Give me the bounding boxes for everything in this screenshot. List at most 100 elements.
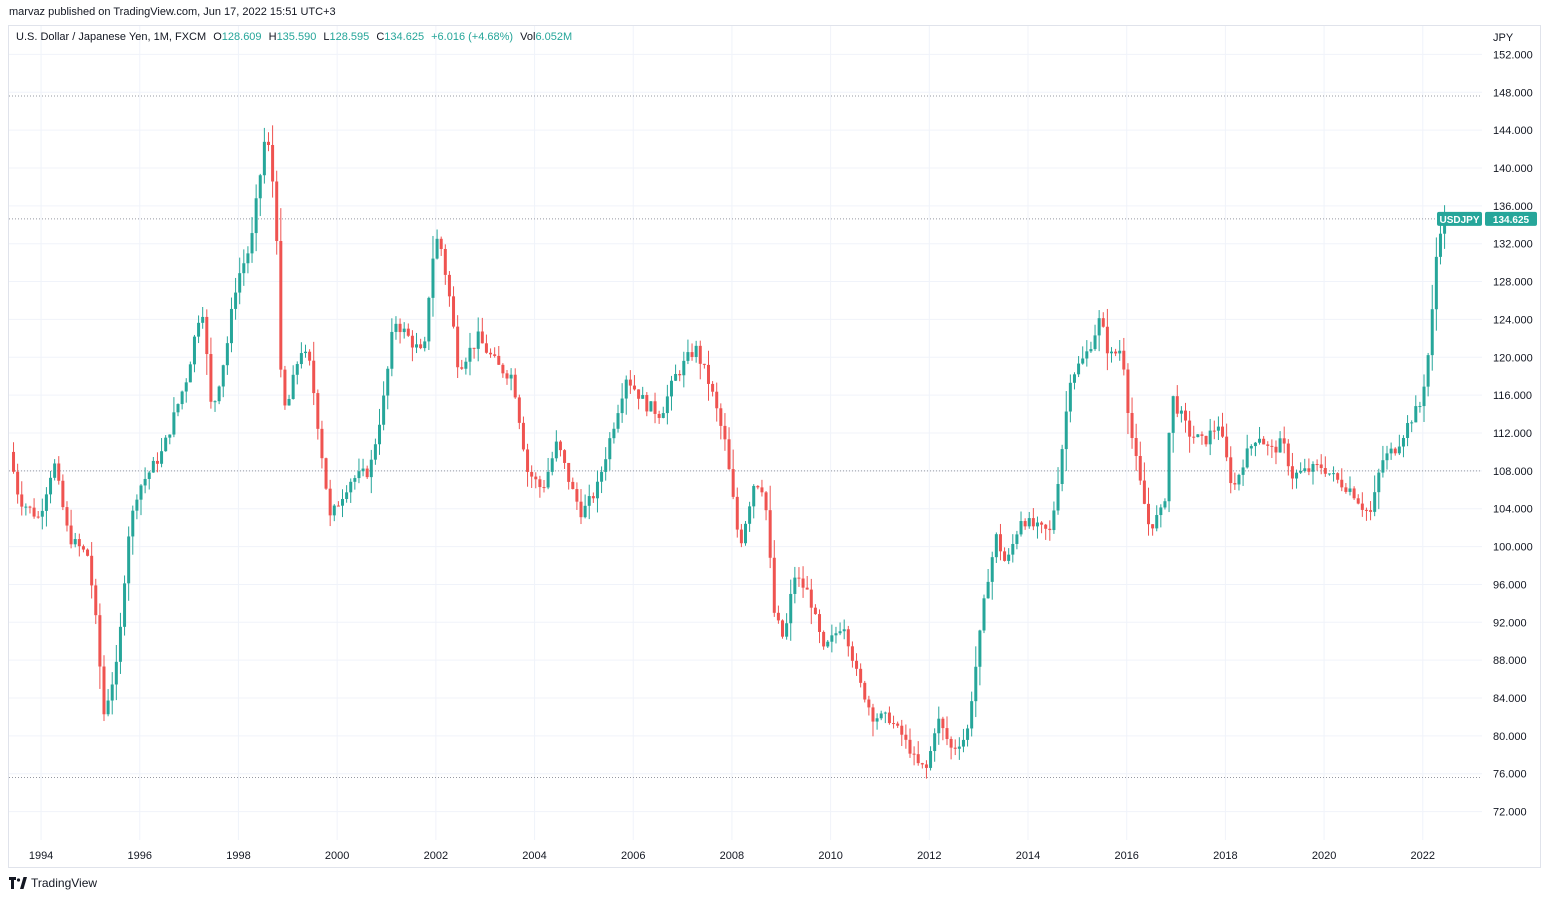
low-value: 128.595 [329, 31, 370, 43]
candle-body [77, 539, 81, 547]
candle-body [332, 505, 336, 516]
candle-body [197, 322, 201, 337]
candle-body [406, 328, 410, 336]
candle-body [98, 615, 102, 667]
candle-body [65, 507, 69, 526]
candle-body [209, 354, 213, 402]
candle-body [20, 494, 24, 507]
candle-body [480, 331, 484, 344]
candle-body [320, 428, 324, 459]
candle-body [628, 379, 632, 386]
candle-body [127, 536, 131, 584]
candle-body [661, 413, 665, 418]
candle-body [813, 607, 817, 615]
candle-body [1072, 374, 1076, 383]
candle-body [308, 351, 312, 361]
candle-body [723, 425, 727, 440]
candle-body [748, 506, 752, 524]
candle-body [929, 751, 933, 768]
candle-body [604, 459, 608, 472]
candle-body [1397, 446, 1401, 454]
year-tick-label: 2022 [1411, 850, 1435, 862]
candle-body [443, 248, 447, 275]
low-label: L [323, 31, 330, 43]
candle-body [180, 391, 184, 405]
candle-body [674, 373, 678, 381]
candle-body [1216, 426, 1220, 431]
candle-body [361, 468, 365, 472]
candle-body [86, 549, 90, 556]
volume-label: Vol [520, 31, 536, 43]
candle-body [509, 374, 513, 379]
candle-body [678, 373, 682, 376]
candle-body [213, 401, 217, 403]
candle-body [1401, 437, 1405, 447]
time-axis: 1994 1996 1998 2000 2002 2004 2006 2008 2010 2012… [29, 850, 1435, 862]
candle-body [863, 682, 867, 700]
candle-body [920, 763, 924, 765]
candle-body [1385, 453, 1389, 461]
candle-body [809, 589, 813, 608]
candle-body [883, 712, 887, 714]
candle-body [941, 718, 945, 729]
tradingview-footer[interactable]: TradingView [9, 876, 97, 890]
candle-body [641, 395, 645, 399]
candle-body [1426, 355, 1430, 387]
horizontal-level-lines [9, 95, 1482, 779]
candle-body [826, 641, 830, 647]
candle-body [1015, 534, 1019, 544]
candle-body [1278, 438, 1282, 453]
symbol-tag-bg [1437, 211, 1482, 226]
candle-body [702, 363, 706, 365]
candle-body [217, 386, 221, 402]
candle-body [262, 141, 266, 176]
price-tick-label: 136.000 [1493, 201, 1533, 213]
candle-body [53, 463, 57, 478]
candle-body [1311, 464, 1315, 472]
candle-body [908, 739, 912, 754]
candle-body [316, 393, 320, 429]
candle-body [616, 413, 620, 429]
price-tick-label: 132.000 [1493, 239, 1533, 251]
price-axis: JPY 72.000 76.000 80.000 84.000 88.000 92.000 9… [1493, 32, 1533, 819]
candle-body [801, 578, 805, 588]
price-tag-bg [1485, 211, 1537, 226]
candle-body [892, 723, 896, 725]
candle-body [1040, 522, 1044, 525]
candle-body [365, 468, 369, 478]
candle-body [637, 389, 641, 399]
candle-body [776, 612, 780, 621]
candle-body [1118, 350, 1122, 354]
candle-body [554, 441, 558, 459]
candle-body [1060, 449, 1064, 484]
candle-body [1192, 436, 1196, 438]
price-tick-label: 72.000 [1493, 807, 1527, 819]
candle-body [1023, 521, 1027, 527]
candle-body [682, 360, 686, 376]
candle-body [834, 633, 838, 636]
candle-body [1430, 309, 1434, 356]
candle-body [521, 422, 525, 450]
candle-body [694, 345, 698, 357]
candle-body [752, 485, 756, 507]
candle-body [328, 488, 332, 516]
candle-body [312, 360, 316, 394]
candle-body [1282, 438, 1286, 444]
candle-body [686, 352, 690, 361]
candle-body [1381, 460, 1385, 473]
candle-body [1332, 473, 1336, 475]
candlestick-series [12, 125, 1447, 779]
grid-lines [9, 26, 1482, 840]
candle-body [1225, 436, 1229, 458]
year-tick-label: 2008 [720, 850, 744, 862]
candle-body [192, 336, 196, 365]
price-tick-label: 88.000 [1493, 655, 1527, 667]
candle-body [102, 666, 106, 715]
candle-body [534, 476, 538, 480]
candle-body [1134, 438, 1138, 457]
candle-body [168, 434, 172, 438]
candle-body [147, 472, 151, 479]
chart-frame[interactable] [8, 25, 1541, 868]
candle-body [472, 347, 476, 349]
